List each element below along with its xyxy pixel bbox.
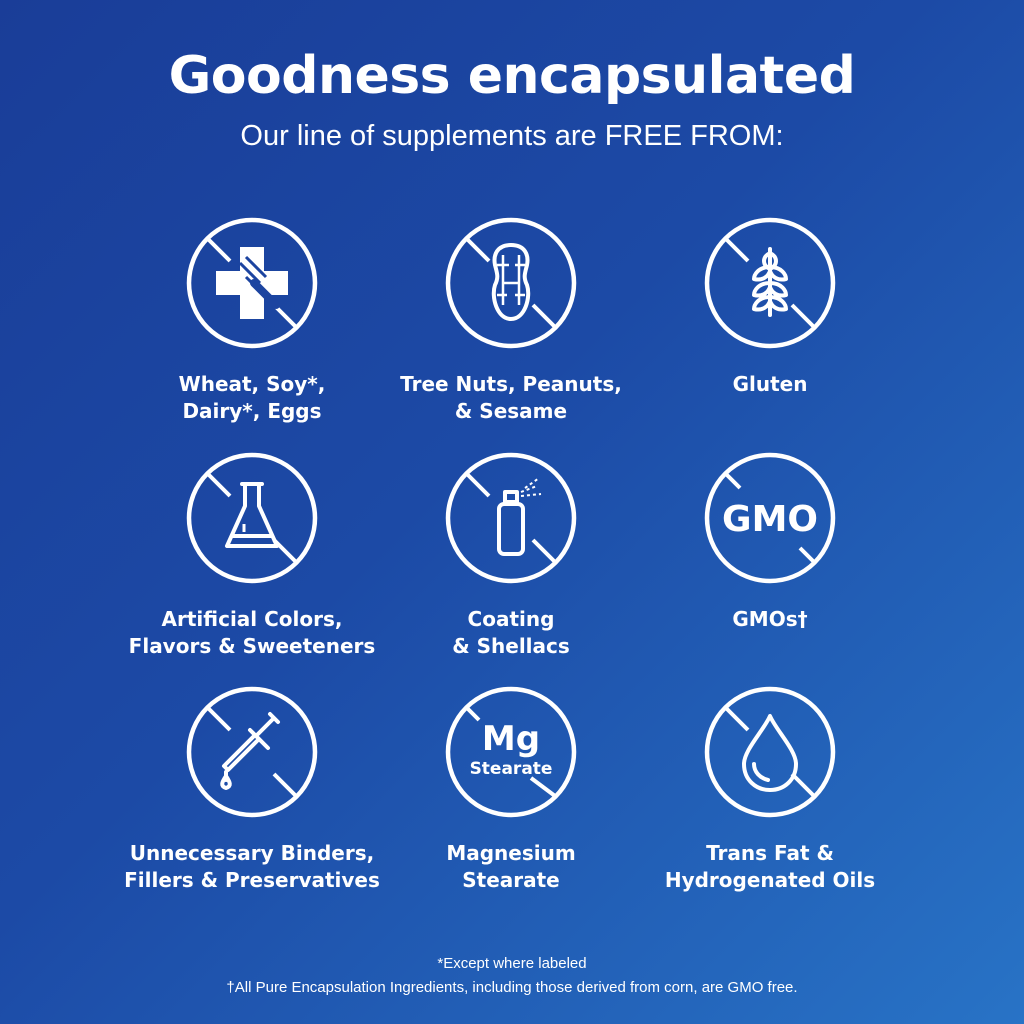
item-label: Tree Nuts, Peanuts, & Sesame bbox=[361, 371, 661, 425]
item-label: Unnecessary Binders, Fillers & Preservati… bbox=[102, 840, 402, 894]
item-label-line: Gluten bbox=[732, 372, 808, 396]
item-label: GMOs† bbox=[620, 606, 920, 633]
item-label-line: Unnecessary Binders, bbox=[129, 841, 375, 865]
item-label-line: Artificial Colors, bbox=[161, 607, 343, 631]
item-label: Wheat, Soy*, Dairy*, Eggs bbox=[102, 371, 402, 425]
wheat-icon bbox=[704, 217, 836, 349]
free-from-item: Trans Fat & Hydrogenated Oils bbox=[620, 682, 920, 894]
item-label-line: Flavors & Sweeteners bbox=[128, 634, 376, 658]
free-from-item: GMO GMOs† bbox=[620, 448, 920, 633]
page-subtitle: Our line of supplements are FREE FROM: bbox=[240, 120, 784, 152]
svg-text:Mg: Mg bbox=[482, 719, 540, 759]
free-from-item: Unnecessary Binders, Fillers & Preservati… bbox=[102, 682, 402, 894]
free-from-item: Coating & Shellacs bbox=[361, 448, 661, 660]
page-title: Goodness encapsulated bbox=[168, 46, 856, 106]
item-label-line: Wheat, Soy*, bbox=[178, 372, 326, 396]
item-label: Gluten bbox=[620, 371, 920, 398]
free-from-item: Artificial Colors, Flavors & Sweeteners bbox=[102, 448, 402, 660]
item-label-line: Coating bbox=[467, 607, 555, 631]
allergen-cross-fork-icon bbox=[186, 217, 318, 349]
free-from-item: Gluten bbox=[620, 213, 920, 398]
oil-drop-icon bbox=[704, 686, 836, 818]
footnote-gmo: †All Pure Encapsulation Ingredients, inc… bbox=[226, 979, 798, 996]
peanut-icon bbox=[445, 217, 577, 349]
item-label-line: Tree Nuts, Peanuts, bbox=[400, 372, 622, 396]
item-label-line: Fillers & Preservatives bbox=[124, 868, 380, 892]
item-label: Coating & Shellacs bbox=[361, 606, 661, 660]
flask-icon bbox=[186, 452, 318, 584]
item-label: Artificial Colors, Flavors & Sweeteners bbox=[102, 606, 402, 660]
svg-text:GMO: GMO bbox=[722, 499, 818, 540]
item-label-line: & Sesame bbox=[454, 399, 568, 423]
item-label-line: Dairy*, Eggs bbox=[182, 399, 322, 423]
item-label-line: Stearate bbox=[462, 868, 560, 892]
spray-can-icon bbox=[445, 452, 577, 584]
item-label-line: Trans Fat & bbox=[706, 841, 834, 865]
svg-text:Stearate: Stearate bbox=[470, 759, 553, 779]
free-from-item: Mg Stearate Magnesium Stearate bbox=[361, 682, 661, 894]
free-from-item: Tree Nuts, Peanuts, & Sesame bbox=[361, 213, 661, 425]
gmo-icon: GMO bbox=[704, 452, 836, 584]
free-from-item: Wheat, Soy*, Dairy*, Eggs bbox=[102, 213, 402, 425]
item-label: Magnesium Stearate bbox=[361, 840, 661, 894]
item-label: Trans Fat & Hydrogenated Oils bbox=[620, 840, 920, 894]
item-label-line: Hydrogenated Oils bbox=[664, 868, 876, 892]
item-label-line: GMOs† bbox=[732, 607, 808, 631]
footnote-except: *Except where labeled bbox=[437, 955, 587, 972]
item-label-line: & Shellacs bbox=[452, 634, 570, 658]
item-label-line: Magnesium bbox=[446, 841, 576, 865]
dropper-icon bbox=[186, 686, 318, 818]
